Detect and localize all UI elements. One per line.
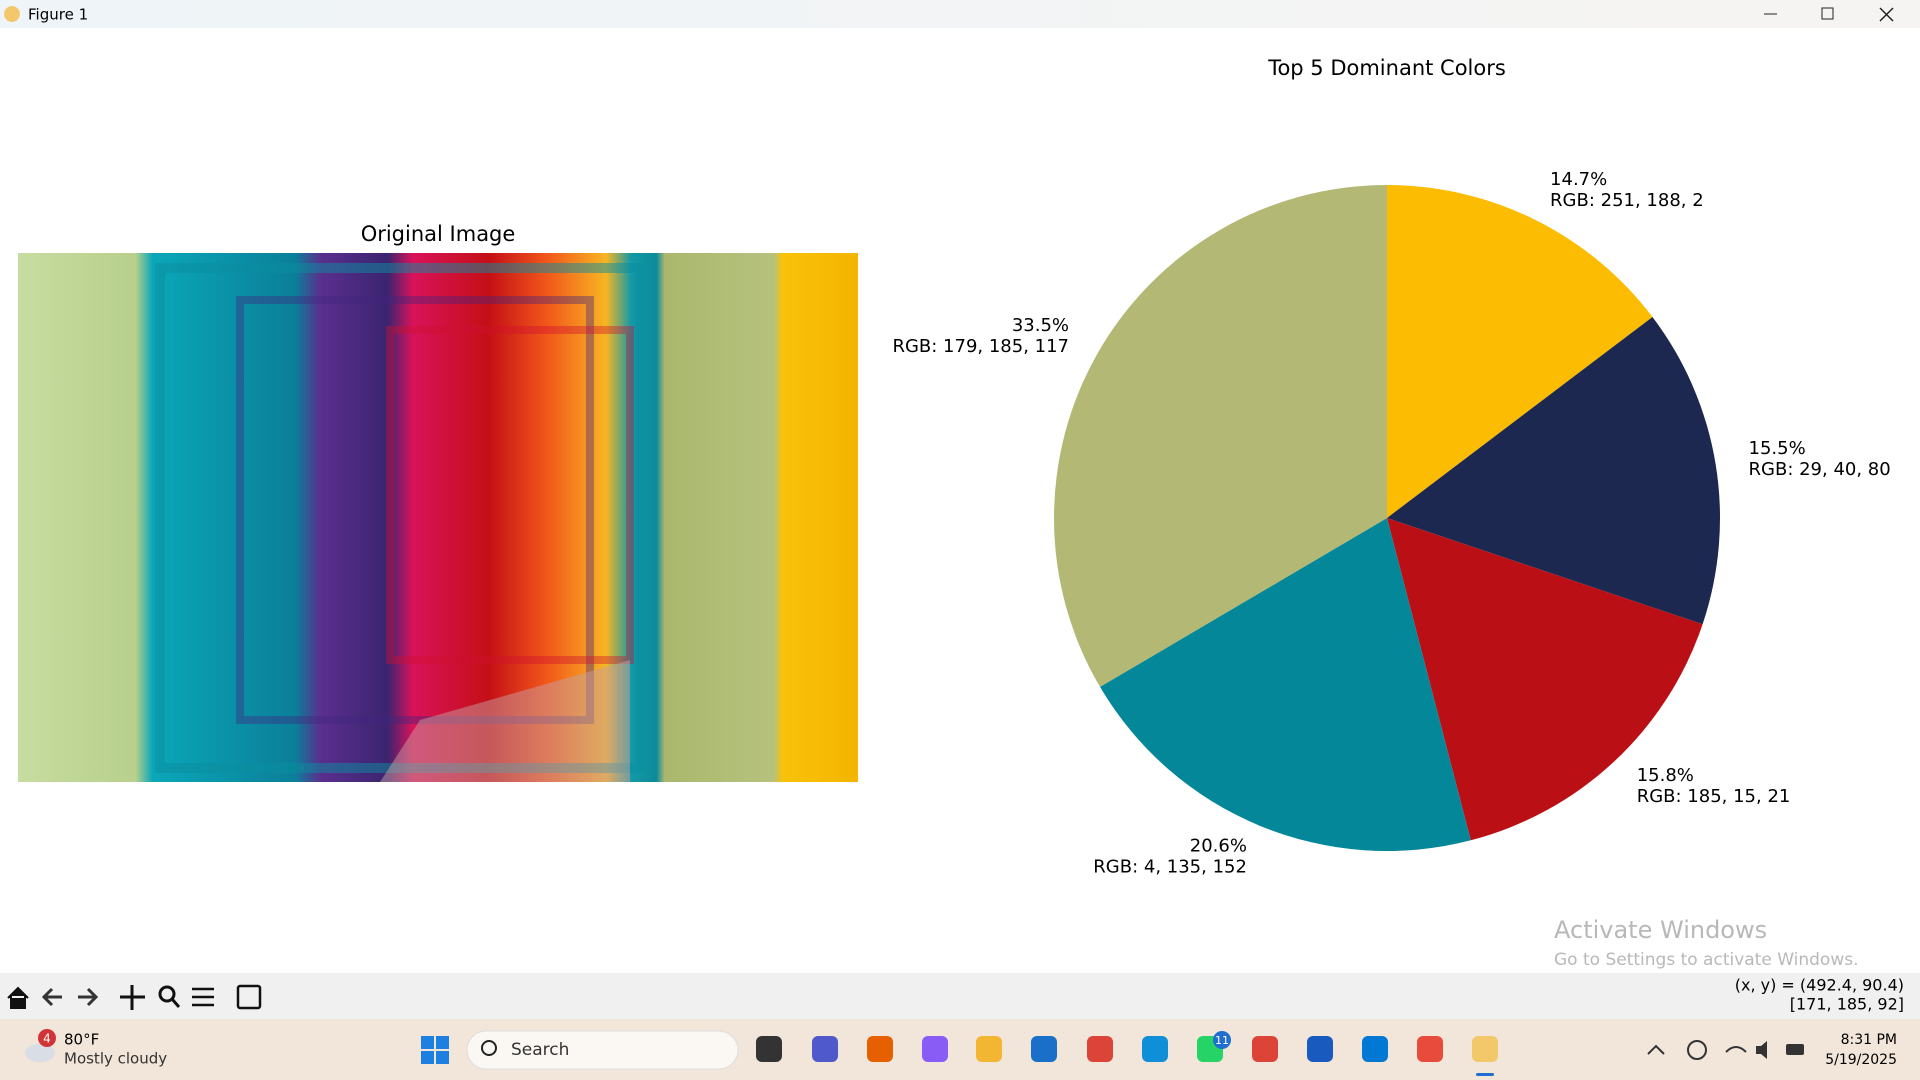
- app-icon[interactable]: [1417, 1036, 1443, 1062]
- app-icon[interactable]: [1362, 1036, 1388, 1062]
- battery-icon[interactable]: [1786, 1044, 1804, 1055]
- app-icon[interactable]: [812, 1036, 838, 1062]
- zoom-button[interactable]: [158, 985, 181, 1008]
- weather-icon[interactable]: [25, 1044, 55, 1062]
- save-button[interactable]: [236, 984, 262, 1010]
- cursor-coords: (x, y) = (492.4, 90.4): [1735, 976, 1904, 995]
- weather-condition: Mostly cloudy: [64, 1050, 167, 1068]
- slice-percent: 15.8%: [1637, 765, 1694, 786]
- image-detail: [386, 326, 634, 664]
- image-title: Original Image: [361, 222, 516, 246]
- pan-button[interactable]: [120, 985, 145, 1010]
- pie: 14.7%RGB: 251, 188, 2 15.5%RGB: 29, 40, 8…: [892, 169, 1890, 877]
- back-button[interactable]: [41, 987, 62, 1007]
- close-button[interactable]: [1879, 7, 1894, 22]
- pie-slice: [1100, 518, 1471, 851]
- configure-button[interactable]: [192, 987, 214, 1007]
- volume-icon[interactable]: [1756, 1041, 1767, 1059]
- chart-title: Top 5 Dominant Colors: [1267, 56, 1506, 80]
- clock-date[interactable]: 5/19/2025: [1825, 1052, 1897, 1068]
- slice-percent: 14.7%: [1550, 169, 1607, 190]
- pie-slice: [1387, 518, 1703, 841]
- weather-badge-count: 4: [43, 1032, 51, 1046]
- search-placeholder: Search: [511, 1040, 569, 1060]
- slice-label: RGB: 4, 135, 152: [1093, 856, 1247, 877]
- slice-percent: 33.5%: [1012, 315, 1069, 336]
- app-icon[interactable]: [922, 1036, 948, 1062]
- temperature: 80°F: [64, 1031, 99, 1049]
- active-indicator: [1476, 1073, 1494, 1076]
- search-icon: [481, 1040, 497, 1056]
- pie-slice: [1387, 316, 1720, 625]
- taskbar-apps: [756, 1036, 1498, 1076]
- whatsapp-badge: [1213, 1031, 1231, 1049]
- sync-icon[interactable]: [1687, 1040, 1707, 1060]
- slice-percent: 15.5%: [1749, 438, 1806, 459]
- app-icon[interactable]: [756, 1036, 782, 1062]
- start-button[interactable]: [421, 1036, 449, 1064]
- restore-button[interactable]: [1821, 7, 1834, 20]
- slice-label: RGB: 251, 188, 2: [1550, 190, 1704, 211]
- app-icon[interactable]: [1087, 1036, 1113, 1062]
- pie-slice: [1387, 185, 1653, 518]
- app-icon[interactable]: [1252, 1036, 1278, 1062]
- watermark-subtitle: Go to Settings to activate Windows.: [1554, 950, 1859, 970]
- app-icon[interactable]: [976, 1036, 1002, 1062]
- app-icon[interactable]: [1307, 1036, 1333, 1062]
- forward-button[interactable]: [78, 987, 99, 1007]
- taskbar: [0, 1019, 1920, 1080]
- pie-slice: [1054, 185, 1387, 687]
- slice-label: RGB: 185, 15, 21: [1637, 786, 1791, 807]
- search-box[interactable]: [466, 1030, 739, 1070]
- app-icon[interactable]: [1031, 1036, 1057, 1062]
- slice-percent: 20.6%: [1190, 835, 1247, 856]
- original-image: [18, 253, 858, 782]
- clock-time[interactable]: 8:31 PM: [1841, 1032, 1897, 1048]
- watermark-title: Activate Windows: [1554, 916, 1767, 944]
- image-detail: [236, 296, 594, 724]
- image-detail: [380, 660, 630, 782]
- app-icon: [4, 6, 20, 22]
- home-button[interactable]: [7, 986, 29, 1009]
- slice-label: RGB: 29, 40, 80: [1749, 459, 1891, 480]
- window-title: Figure 1: [28, 6, 88, 24]
- app-icon[interactable]: [867, 1036, 893, 1062]
- weather-badge: [38, 1029, 56, 1047]
- slice-label: RGB: 179, 185, 117: [892, 336, 1069, 357]
- toolbar: [0, 973, 1920, 1019]
- wifi-icon[interactable]: [1725, 1046, 1747, 1053]
- cursor-pixel: [171, 185, 92]: [1790, 995, 1904, 1014]
- whatsapp-badge-count: 11: [1215, 1034, 1229, 1047]
- tray-overflow[interactable]: [1647, 1044, 1665, 1055]
- title-bar: [0, 0, 1920, 28]
- app-icon[interactable]: [1472, 1036, 1498, 1062]
- app-icon[interactable]: [1142, 1036, 1168, 1062]
